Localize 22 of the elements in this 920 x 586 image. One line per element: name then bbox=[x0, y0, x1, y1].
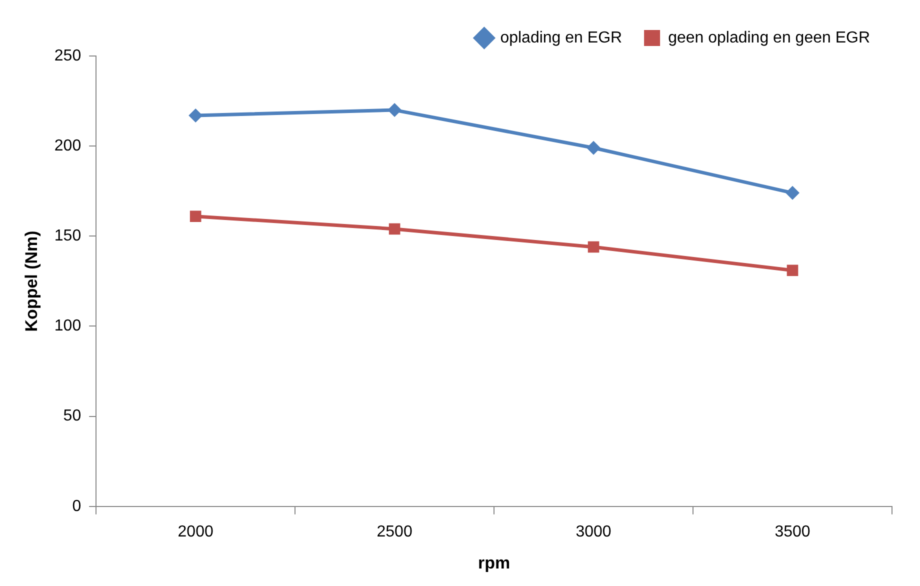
point bbox=[786, 186, 800, 200]
x-tick-label: 2000 bbox=[178, 523, 214, 540]
y-tick-label: 200 bbox=[54, 137, 82, 154]
legend-label: geen oplading en geen EGR bbox=[668, 29, 870, 46]
y-tick-label: 50 bbox=[63, 408, 82, 425]
y-tick-label: 250 bbox=[54, 47, 82, 64]
legend-label: oplading en EGR bbox=[500, 29, 622, 46]
point bbox=[586, 140, 601, 155]
point bbox=[188, 108, 203, 122]
x-tick-label: 2500 bbox=[376, 523, 412, 540]
y-axis-title: Koppel (Nm) bbox=[22, 230, 41, 332]
point bbox=[588, 241, 600, 253]
point bbox=[190, 210, 202, 222]
y-tick-label: 150 bbox=[54, 228, 82, 245]
x-axis-title: rpm bbox=[478, 553, 510, 572]
y-tick-label: 100 bbox=[54, 318, 82, 335]
y-tick-label: 0 bbox=[72, 498, 82, 515]
point bbox=[388, 223, 400, 235]
point bbox=[388, 103, 402, 118]
point bbox=[786, 264, 798, 276]
x-tick-label: 3500 bbox=[774, 523, 810, 540]
x-tick-label: 3000 bbox=[576, 523, 612, 540]
